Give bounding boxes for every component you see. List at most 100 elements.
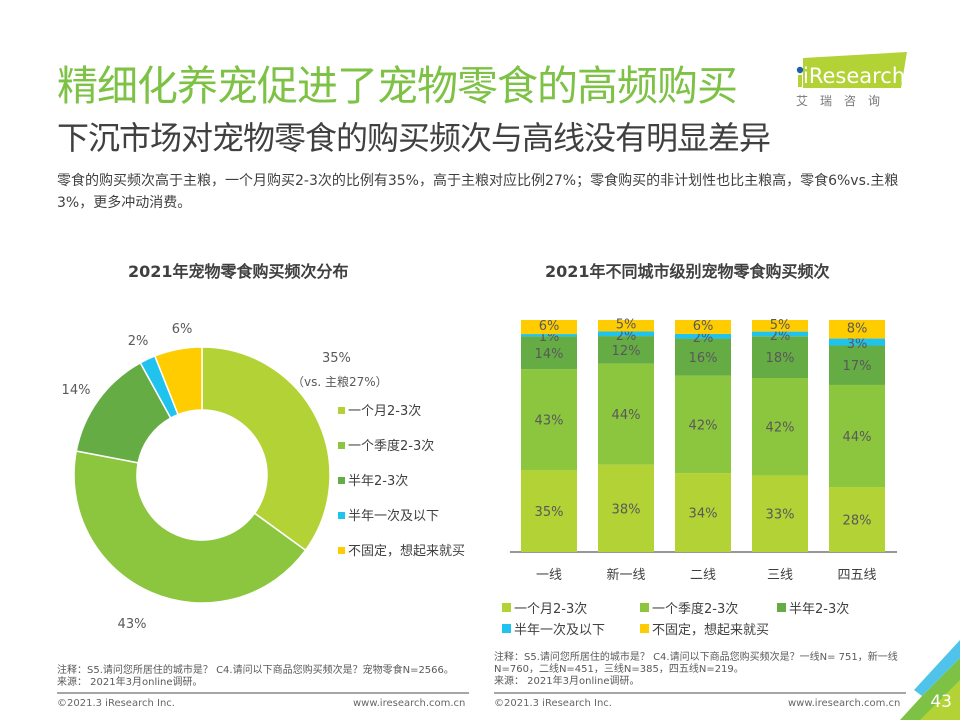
legend-swatch — [338, 407, 345, 414]
right-note: 注释：S5.请问您所居住的城市是？ C4.请问以下商品您购买频次是？一线N= 7… — [494, 652, 914, 688]
bar-segment — [829, 338, 885, 346]
logo-brand-cn: 艾瑞咨询 — [796, 94, 893, 108]
bar-segment — [829, 384, 885, 488]
bar-segment — [675, 338, 731, 376]
page-description: 零食的购买频次高于主粮，一个月购买2-3次的比例有35%，高于主粮对应比例27%… — [57, 173, 899, 211]
legend-swatch — [502, 603, 511, 612]
bar-segment — [521, 320, 577, 335]
page-subtitle: 下沉市场对宠物零食的购买频次与高线没有明显差异 — [57, 119, 771, 157]
x-tick-label: 三线 — [767, 568, 793, 583]
bar-data-label: 17% — [843, 359, 872, 374]
bar-data-label: 6% — [539, 319, 560, 334]
bar-data-label: 6% — [693, 319, 714, 334]
legend-label: 一个季度2-3次 — [348, 438, 434, 454]
bar-segment — [752, 336, 808, 378]
bar-segment — [752, 378, 808, 476]
bar-data-label: 28% — [843, 514, 872, 529]
bar-segment — [521, 369, 577, 470]
right-note-text: 注释：S5.请问您所居住的城市是？ C4.请问以下商品您购买频次是？一线N= 7… — [494, 652, 898, 675]
donut-data-label: 35% — [322, 351, 351, 366]
corner-decoration — [900, 640, 960, 720]
bar-data-label: 33% — [766, 508, 795, 523]
bar-segment — [829, 487, 885, 552]
legend-label: 半年2-3次 — [789, 601, 849, 617]
x-tick-label: 二线 — [690, 568, 716, 583]
legend-swatch — [338, 547, 345, 554]
bar-segment — [752, 320, 808, 332]
right-source-text: 来源： 2021年3月online调研。 — [494, 676, 640, 687]
legend-swatch — [338, 442, 345, 449]
legend-label: 半年一次及以下 — [348, 508, 439, 524]
bar-segment — [598, 363, 654, 465]
bar-segment — [598, 464, 654, 552]
legend-swatch — [338, 512, 345, 519]
bar-data-label: 5% — [770, 318, 791, 333]
bar-data-label: 12% — [612, 344, 641, 359]
logo-brand-text: iResearch — [803, 64, 905, 88]
bar-data-label: 34% — [689, 507, 718, 522]
bar-data-label: 3% — [847, 337, 868, 352]
corner-blue-stripe — [914, 640, 960, 696]
bar-data-label: 14% — [535, 347, 564, 362]
donut-chart: 35% 43% 14% 2% 6% （vs. 主粮27%） 一个月2-3次一个季度2-3次半… — [62, 322, 465, 632]
legend-swatch — [640, 603, 649, 612]
legend-label: 半年一次及以下 — [514, 622, 605, 638]
bar-data-label: 38% — [612, 502, 641, 517]
left-source-text: 来源： 2021年3月online调研。 — [57, 677, 203, 688]
bar-segment — [675, 473, 731, 552]
x-tick-label: 四五线 — [837, 568, 876, 583]
bar-segment — [829, 320, 885, 339]
legend-swatch — [502, 624, 511, 633]
right-footer-divider — [494, 692, 906, 694]
bar-segment — [675, 375, 731, 474]
donut-data-label: 2% — [128, 334, 149, 349]
page-number: 43 — [930, 692, 952, 712]
legend-label: 不固定，想起来就买 — [348, 543, 465, 559]
bar-segment — [752, 331, 808, 337]
legend-label: 一个月2-3次 — [348, 403, 421, 419]
bar-data-label: 43% — [535, 414, 564, 429]
bar-data-label: 16% — [689, 351, 718, 366]
bar-data-label: 42% — [766, 421, 795, 436]
bar-data-label: 44% — [843, 430, 872, 445]
bar-segment — [752, 475, 808, 552]
left-note-text: 注释：S5.请问您所居住的城市是？ C4.请问以下商品您购买频次是？宠物零食N=… — [57, 665, 454, 676]
bar-data-label: 42% — [689, 418, 718, 433]
donut-data-label: 14% — [62, 383, 91, 398]
legend-swatch — [777, 603, 786, 612]
bar-data-label: 35% — [535, 505, 564, 520]
stacked-bar-chart: 35%43%14%1%6%一线38%44%12%2%5%新一线34%42%16%… — [502, 318, 897, 638]
footer-website-left[interactable]: www.iresearch.com.cn — [353, 698, 466, 709]
bar-data-label: 2% — [616, 329, 637, 344]
donut-slice-5 — [153, 346, 203, 416]
legend-swatch — [338, 477, 345, 484]
footer-copyright-right: ©2021.3 iResearch Inc. — [494, 698, 612, 709]
legend-label: 一个季度2-3次 — [652, 601, 738, 617]
x-tick-label: 一线 — [536, 568, 562, 583]
donut-slice-1 — [201, 346, 331, 552]
corner-lime-triangle — [920, 680, 960, 720]
left-note: 注释：S5.请问您所居住的城市是？ C4.请问以下商品您购买频次是？宠物零食N=… — [57, 665, 477, 689]
bar-segment — [598, 320, 654, 332]
bar-segment — [675, 333, 731, 339]
legend-label: 半年2-3次 — [348, 473, 408, 489]
bar-segment — [598, 331, 654, 337]
bar-chart-title: 2021年不同城市级别宠物零食购买频次 — [545, 262, 830, 281]
logo-i-stem — [798, 75, 802, 87]
page-title: 精细化养宠促进了宠物零食的高频购买 — [57, 62, 738, 110]
legend-swatch — [640, 624, 649, 633]
x-tick-label: 新一线 — [606, 567, 645, 583]
footer-website-right[interactable]: www.iresearch.com.cn — [788, 698, 901, 709]
bar-data-label: 5% — [616, 318, 637, 333]
bar-data-label: 2% — [770, 329, 791, 344]
footer-copyright-left: ©2021.3 iResearch Inc. — [57, 698, 175, 709]
legend-label: 一个月2-3次 — [514, 601, 587, 617]
bar-segment — [521, 336, 577, 370]
bar-data-label: 18% — [766, 351, 795, 366]
bar-segment — [521, 469, 577, 552]
donut-data-label: 43% — [118, 617, 147, 632]
left-footer-divider — [57, 692, 469, 694]
logo-dot — [796, 66, 804, 74]
bar-data-label: 44% — [612, 408, 641, 423]
donut-chart-title: 2021年宠物零食购买频次分布 — [128, 262, 349, 281]
